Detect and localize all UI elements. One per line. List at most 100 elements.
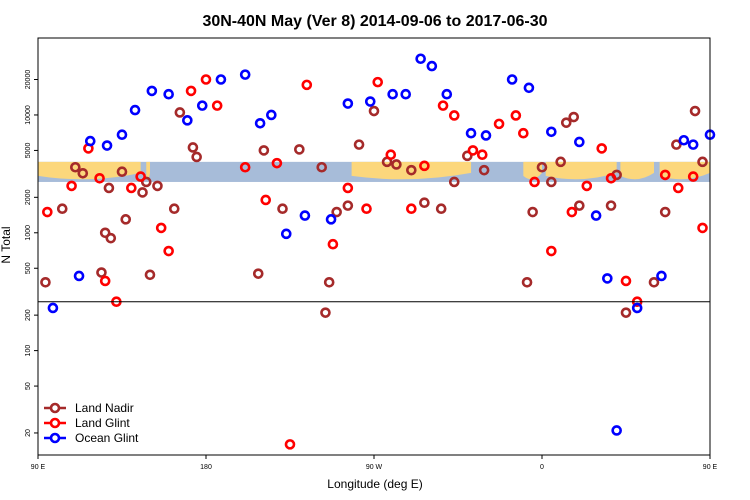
ocean-glint-point [523,82,535,94]
ocean-glint-point [266,109,277,121]
land-glint-point [697,222,708,234]
land-nadir-point [406,164,417,176]
land-glint-point [42,206,53,218]
x-tick-label: 180 [200,464,212,471]
plot-points [40,53,716,450]
y-tick-label: 2000 [25,189,32,205]
land-nadir-point [323,276,335,288]
ocean-glint-point [400,88,412,100]
land-glint-point [581,180,593,192]
ocean-glint-point [129,104,141,116]
land-nadir-point [70,161,81,173]
land-nadir-point [168,203,180,215]
land-glint-point [342,182,354,194]
land-glint-point [419,160,430,172]
chart-title: 30N-40N May (Ver 8) 2014-09-06 to 2017-0… [202,13,547,30]
land-nadir-point [527,206,538,218]
ocean-glint-point [546,126,557,138]
land-nadir-point [40,276,51,288]
land-nadir-point [419,197,430,209]
land-nadir-point [144,269,156,281]
world-map-band [38,161,710,182]
ocean-glint-point [196,100,208,111]
ocean-glint-point [364,96,376,107]
land-glint-point [135,171,146,182]
land-nadir-point [555,156,566,168]
ocean-glint-point [325,214,337,225]
land-nadir-point [342,200,354,211]
land-nadir-point [659,206,671,218]
ocean-glint-point [611,425,622,436]
land-nadir-point [331,206,342,218]
land-nadir-point [391,159,402,170]
legend-label-land-nadir: Land Nadir [75,401,134,415]
land-glint-point [99,275,111,287]
y-tick-label: 500 [25,262,32,274]
y-tick-label: 100 [25,345,32,357]
land-glint-point [271,157,283,169]
land-glint-point [605,173,617,184]
land-nadir-point [546,176,557,188]
land-region [38,161,141,180]
land-nadir-point [353,139,365,150]
y-tick-label: 200 [25,309,32,321]
x-tick-label: 90 W [366,464,383,471]
land-nadir-point [320,307,331,318]
legend-marker-ocean-glint [49,432,61,444]
land-nadir-point [103,182,115,194]
y-tick-label: 5000 [25,143,32,159]
land-nadir-point [77,167,89,179]
legend-marker-land-glint [49,417,61,429]
land-glint-point [476,149,488,160]
legend-label-ocean-glint: Ocean Glint [75,431,139,445]
land-nadir-point [191,151,202,163]
land-nadir-point [574,200,585,211]
ocean-glint-point [656,270,667,282]
land-glint-point [406,203,417,215]
x-tick-label: 90 E [703,464,718,471]
land-glint-point [385,149,397,160]
y-axis: 20 50 100 200 500 1000 2000 5000 10000 20000 [25,70,38,437]
land-nadir-point [252,268,264,279]
ocean-glint-point [239,69,251,80]
ocean-glint-point [441,88,453,100]
land-glint-point [437,100,449,111]
ocean-glint-point [602,273,613,284]
land-glint-point [155,222,167,234]
ocean-glint-point [631,302,643,314]
land-nadir-point [560,117,572,128]
land-nadir-point [368,105,380,117]
ocean-glint-point [73,270,85,282]
y-tick-label: 1000 [25,225,32,241]
x-tick-label: 90 E [31,464,46,471]
land-nadir-point [536,161,548,173]
ocean-glint-point [506,74,518,85]
ocean-glint-point [426,60,438,72]
land-glint-point [493,118,505,130]
y-axis-label: N Total [0,226,13,263]
land-glint-point [284,439,296,450]
land-glint-point [126,182,137,194]
land-glint-point [620,275,632,287]
land-glint-point [546,245,557,257]
land-glint-point [94,173,105,184]
land-nadir-point [605,200,617,211]
y-tick-label: 20 [25,429,32,437]
ocean-glint-point [299,210,311,221]
land-nadir-point [697,156,708,168]
y-tick-label: 10000 [25,105,32,125]
land-nadir-point [56,203,68,215]
land-nadir-point [620,307,632,318]
land-nadir-point [174,107,186,118]
land-nadir-point [105,232,117,244]
land-nadir-point [521,276,533,288]
x-tick-label: 0 [540,464,544,471]
land-nadir-point [116,166,128,177]
land-glint-point [518,127,529,139]
ocean-glint-point [101,140,113,151]
land-nadir-point [187,142,199,153]
land-glint-point [361,203,372,215]
ocean-glint-point [215,74,227,85]
ocean-glint-point [687,139,699,150]
